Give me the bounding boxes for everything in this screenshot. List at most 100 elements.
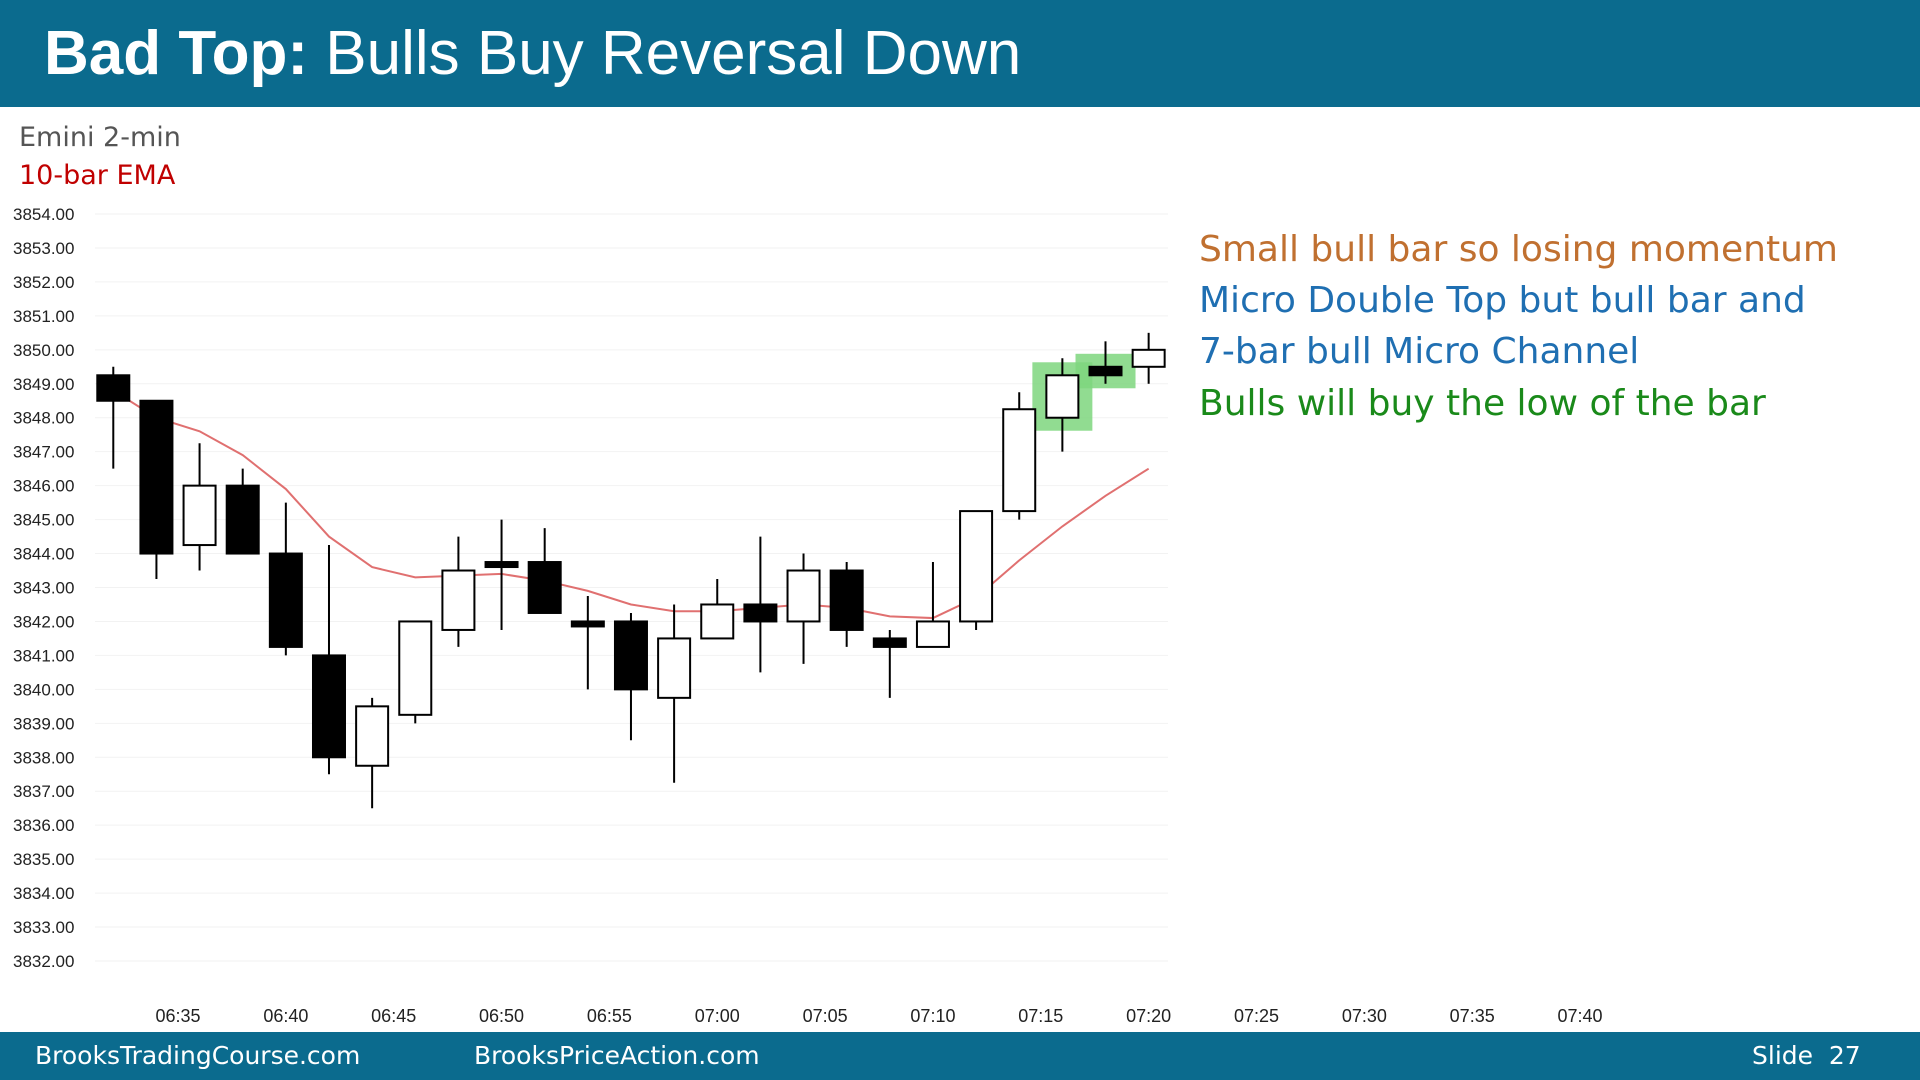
candle: [743, 536, 778, 673]
candle: [700, 579, 735, 640]
annotation-note: Small bull bar so losing momentum: [1199, 229, 1838, 270]
x-tick-label: 07:00: [695, 1006, 740, 1026]
bull-candle-body: [786, 569, 821, 623]
x-tick-label: 07:05: [803, 1006, 848, 1026]
candle: [268, 502, 303, 656]
candlestick-chart: 3854.00 3853.00 3852.00 3851.00 3850.00 3849.…: [13, 205, 1603, 1026]
x-tick-label: 07:15: [1018, 1006, 1063, 1026]
y-tick-label: 3839.00: [13, 714, 74, 733]
x-tick-label: 07:25: [1234, 1006, 1279, 1026]
slide-title-rest: Bulls Buy Reversal Down: [308, 19, 1022, 88]
y-tick-label: 3837.00: [13, 782, 74, 801]
y-tick-label: 3846.00: [13, 477, 74, 496]
footer-bar: BrooksTradingCourse.com BrooksPriceActio…: [0, 1032, 1920, 1080]
candle: [657, 604, 692, 783]
y-tick-label: 3851.00: [13, 307, 74, 326]
bear-candle-body: [96, 374, 131, 402]
candle: [1088, 341, 1123, 384]
bull-candle-body: [700, 603, 735, 640]
ema-line: [112, 389, 1150, 620]
annotation-note: Micro Double Top but bull bar and: [1199, 280, 1806, 321]
bear-candle-body: [268, 552, 303, 648]
y-tick-label: 3841.00: [13, 646, 74, 665]
candle: [225, 468, 260, 555]
y-tick-label: 3848.00: [13, 409, 74, 428]
bear-candle-body: [872, 637, 907, 648]
candle: [1002, 392, 1037, 520]
bear-candle-body: [527, 561, 562, 614]
candle: [872, 629, 907, 698]
x-tick-label: 07:10: [910, 1006, 955, 1026]
bull-candle-body: [1045, 374, 1080, 419]
candle: [613, 612, 648, 741]
y-tick-label: 3842.00: [13, 612, 74, 631]
bull-candle-body: [441, 569, 476, 631]
y-tick-label: 3843.00: [13, 579, 74, 598]
y-tick-label: 3845.00: [13, 511, 74, 530]
x-tick-label: 06:40: [263, 1006, 308, 1026]
y-tick-label: 3854.00: [13, 205, 74, 224]
bear-candle-body: [570, 620, 605, 628]
candle: [959, 510, 994, 630]
x-tick-label: 07:20: [1126, 1006, 1171, 1026]
candle: [484, 519, 519, 630]
title-bar: Bad Top: Bulls Buy Reversal Down: [0, 0, 1920, 107]
bear-candle-body: [829, 569, 864, 631]
x-tick-label: 07:30: [1342, 1006, 1387, 1026]
candle: [182, 443, 217, 571]
bear-candle-body: [225, 484, 260, 555]
candle: [398, 620, 433, 724]
candle: [96, 366, 131, 469]
x-tick-label: 07:35: [1450, 1006, 1495, 1026]
candle: [1045, 358, 1080, 452]
y-tick-label: 3844.00: [13, 545, 74, 564]
candle: [355, 697, 390, 809]
chart-subtitle-instrument: Emini 2-min: [19, 122, 181, 153]
bear-candle-body: [484, 561, 519, 569]
y-tick-label: 3853.00: [13, 239, 74, 258]
x-tick-label: 06:45: [371, 1006, 416, 1026]
annotation-note: Bulls will buy the low of the bar: [1199, 383, 1766, 424]
candle: [829, 562, 864, 647]
bull-candle-body: [915, 620, 950, 648]
bull-candle-body: [959, 510, 994, 623]
footer-center-link[interactable]: BrooksPriceAction.com: [474, 1041, 760, 1070]
bull-candle-body: [355, 705, 390, 767]
y-tick-label: 3850.00: [13, 341, 74, 360]
x-tick-label: 06:55: [587, 1006, 632, 1026]
candle: [915, 562, 950, 648]
candle: [527, 528, 562, 614]
bear-candle-body: [743, 603, 778, 623]
x-tick-label: 07:40: [1558, 1006, 1603, 1026]
y-tick-label: 3849.00: [13, 375, 74, 394]
y-tick-label: 3834.00: [13, 884, 74, 903]
candle: [1131, 332, 1166, 384]
y-tick-label: 3838.00: [13, 748, 74, 767]
bull-candle-body: [182, 484, 217, 547]
bear-candle-body: [311, 654, 346, 759]
x-tick-label: 06:35: [155, 1006, 200, 1026]
bull-candle-body: [398, 620, 433, 716]
bear-candle-body: [1088, 365, 1123, 377]
candle: [311, 545, 346, 775]
footer-left-link[interactable]: BrooksTradingCourse.com: [35, 1041, 361, 1070]
candle: [441, 536, 476, 647]
y-tick-label: 3852.00: [13, 273, 74, 292]
bull-candle-body: [1131, 348, 1166, 368]
bull-candle-body: [1002, 408, 1037, 513]
slide-number: Slide 27: [1752, 1041, 1861, 1070]
bear-candle-body: [613, 620, 648, 691]
candle: [139, 399, 174, 580]
chart-subtitle-ema: 10-bar EMA: [19, 160, 176, 191]
bull-candle-body: [657, 637, 692, 699]
x-tick-label: 06:50: [479, 1006, 524, 1026]
y-tick-label: 3835.00: [13, 850, 74, 869]
y-tick-label: 3836.00: [13, 816, 74, 835]
y-tick-label: 3832.00: [13, 952, 74, 971]
annotation-note: 7-bar bull Micro Channel: [1199, 331, 1640, 372]
y-tick-label: 3840.00: [13, 680, 74, 699]
bear-candle-body: [139, 399, 174, 555]
candle: [786, 553, 821, 664]
y-tick-label: 3847.00: [13, 443, 74, 462]
slide-title: Bad Top: Bulls Buy Reversal Down: [44, 18, 1021, 90]
